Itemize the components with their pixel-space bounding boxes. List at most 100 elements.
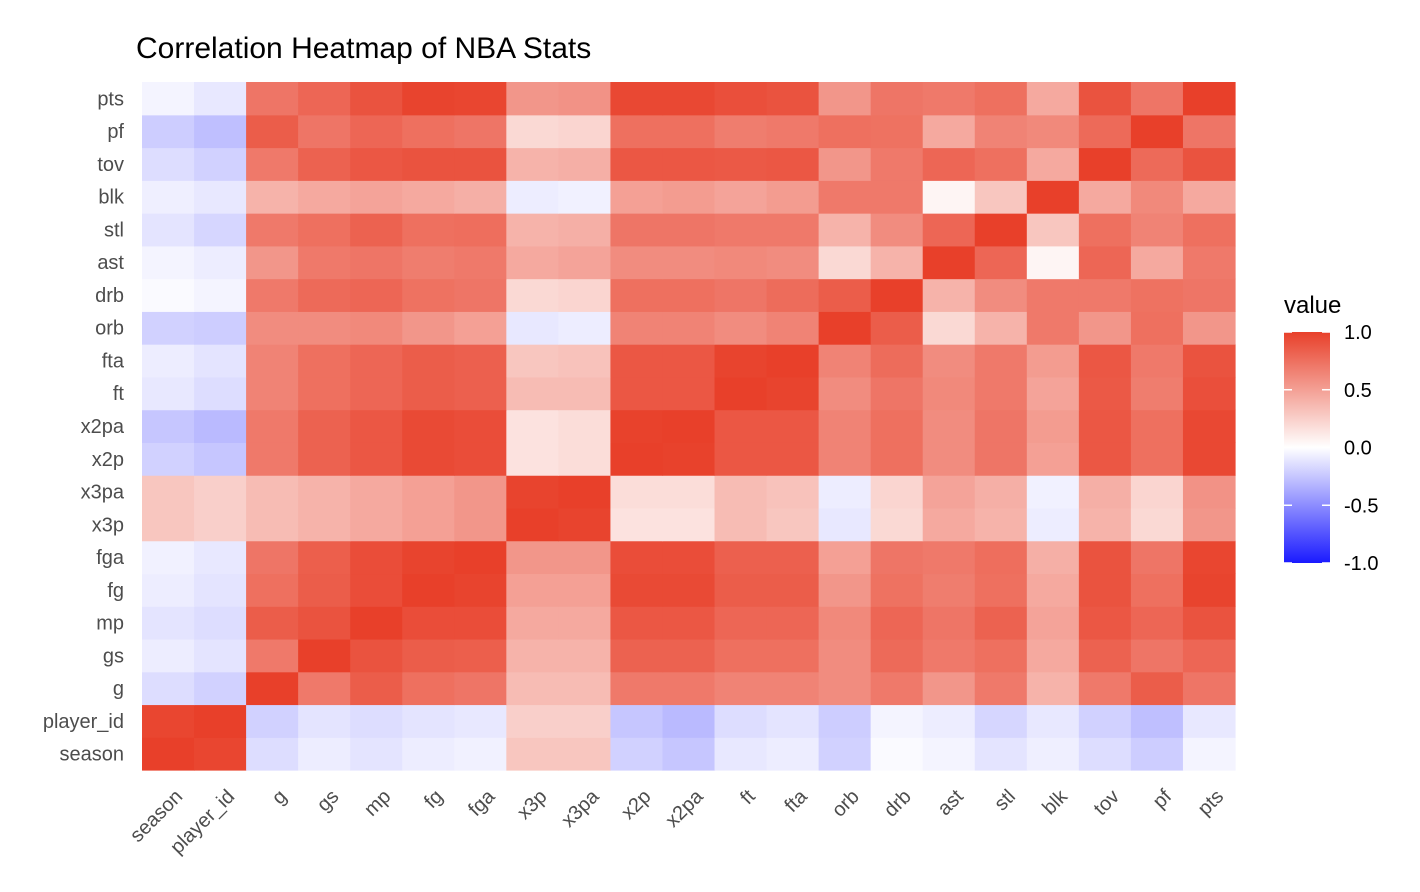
heatmap-cell-pf-x2pa	[662, 114, 716, 149]
heatmap-cell-fga-g	[246, 540, 299, 575]
heatmap-cell-x2pa-x3p	[506, 409, 559, 443]
heatmap-cell-x2pa-fga	[454, 409, 507, 443]
heatmap-cell-drb-fta	[766, 278, 820, 312]
heatmap-cell-blk-tov	[1078, 180, 1132, 214]
y-tick-label-player_id: player_id	[43, 711, 124, 733]
heatmap-cell-stl-player_id	[194, 213, 247, 247]
heatmap-cell-pts-x2p	[610, 82, 664, 116]
heatmap-cell-player_id-stl	[974, 704, 1028, 738]
heatmap-cell-x3pa-x3p	[506, 475, 559, 509]
heatmap-cell-x2p-tov	[1078, 442, 1132, 476]
heatmap-cell-mp-pts	[1182, 606, 1236, 640]
heatmap-cell-ft-tov	[1078, 376, 1132, 411]
legend-tick-label: 0.0	[1344, 438, 1372, 460]
heatmap-cell-pts-ast	[922, 82, 976, 116]
heatmap-cell-stl-x3p	[506, 213, 559, 247]
y-tick-label-x3p: x3p	[92, 514, 124, 536]
heatmap-cell-fg-gs	[298, 573, 351, 607]
heatmap-cell-fta-blk	[1026, 344, 1080, 378]
heatmap-cell-g-x2pa	[662, 671, 716, 706]
heatmap-cell-fga-orb	[818, 540, 872, 575]
heatmap-cell-fg-fga	[454, 573, 507, 607]
x-tick-label-x2p: x2p	[617, 786, 655, 824]
heatmap-cell-blk-season	[142, 180, 195, 214]
y-tick-label-fta: fta	[102, 350, 125, 372]
heatmap-cell-fg-tov	[1078, 573, 1132, 607]
heatmap-cell-pts-g	[246, 82, 299, 116]
heatmap-cell-ast-player_id	[194, 245, 247, 280]
heatmap-cell-fta-gs	[298, 344, 351, 378]
x-tick-label-fg: fg	[420, 786, 447, 813]
heatmap-cell-blk-x2p	[610, 180, 664, 214]
heatmap-cell-mp-tov	[1078, 606, 1132, 640]
heatmap-cell-mp-g	[246, 606, 299, 640]
chart-title: Correlation Heatmap of NBA Stats	[136, 32, 591, 65]
heatmap-cell-fta-tov	[1078, 344, 1132, 378]
heatmap-cell-pts-pf	[1130, 82, 1184, 116]
heatmap-cell-player_id-g	[246, 704, 299, 738]
heatmap-cell-ft-orb	[818, 376, 872, 411]
heatmap-cell-stl-x2pa	[662, 213, 716, 247]
heatmap-cell-orb-ast	[922, 311, 976, 345]
heatmap-cell-gs-fga	[454, 638, 507, 673]
heatmap-cell-fg-season	[142, 573, 195, 607]
heatmap-cell-player_id-season	[142, 704, 195, 738]
heatmap-cell-ft-pts	[1182, 376, 1236, 411]
heatmap-cell-fga-ft	[714, 540, 768, 575]
heatmap-cell-pf-fg	[402, 114, 455, 149]
heatmap-cell-fga-pts	[1182, 540, 1236, 575]
heatmap-cell-ft-ft	[714, 376, 768, 411]
heatmap-cell-ast-pf	[1130, 245, 1184, 280]
heatmap-cell-x3p-orb	[818, 507, 872, 542]
heatmap-cell-orb-season	[142, 311, 195, 345]
color-legend: value 1.0 0.5 0.0 -0.5 -1.0	[1284, 292, 1378, 575]
heatmap-cell-drb-drb	[870, 278, 924, 312]
heatmap-cell-x2p-player_id	[194, 442, 247, 476]
heatmap-cell-fga-mp	[350, 540, 403, 575]
heatmap-cell-x2p-x3pa	[558, 442, 612, 476]
heatmap-cell-tov-mp	[350, 147, 403, 181]
heatmap-cell-season-fta	[766, 737, 820, 771]
heatmap-cell-pf-player_id	[194, 114, 247, 149]
heatmap-cell-fga-player_id	[194, 540, 247, 575]
legend-tick-label: -1.0	[1344, 553, 1378, 575]
heatmap-cell-drb-blk	[1026, 278, 1080, 312]
heatmap-cell-stl-pts	[1182, 213, 1236, 247]
heatmap-cell-fg-x3pa	[558, 573, 612, 607]
heatmap-cell-fta-pf	[1130, 344, 1184, 378]
heatmap-cell-blk-drb	[870, 180, 924, 214]
heatmap-cell-player_id-fg	[402, 704, 455, 738]
y-tick-label-stl: stl	[104, 219, 124, 241]
heatmap-cell-tov-fg	[402, 147, 455, 181]
heatmap-cell-tov-orb	[818, 147, 872, 181]
heatmap-cell-blk-g	[246, 180, 299, 214]
heatmap-cell-fta-x3pa	[558, 344, 612, 378]
heatmap-cell-stl-pf	[1130, 213, 1184, 247]
heatmap-cell-fta-g	[246, 344, 299, 378]
heatmap-cell-gs-drb	[870, 638, 924, 673]
heatmap-cell-season-season	[142, 737, 195, 771]
heatmap-cell-season-gs	[298, 737, 351, 771]
heatmap-cell-x3p-pf	[1130, 507, 1184, 542]
heatmap-cell-blk-ast	[922, 180, 976, 214]
heatmap-cell-mp-orb	[818, 606, 872, 640]
heatmap-cell-pf-blk	[1026, 114, 1080, 149]
heatmap-cell-x2p-stl	[974, 442, 1028, 476]
heatmap-cell-stl-x3pa	[558, 213, 612, 247]
heatmap-cell-gs-fg	[402, 638, 455, 673]
heatmap-cell-x2pa-pf	[1130, 409, 1184, 443]
heatmap-cell-stl-fta	[766, 213, 820, 247]
heatmap-cell-player_id-fga	[454, 704, 507, 738]
heatmap-cell-tov-pts	[1182, 147, 1236, 181]
heatmap-cell-orb-x3p	[506, 311, 559, 345]
heatmap-cell-season-pts	[1182, 737, 1236, 771]
heatmap-cell-player_id-ft	[714, 704, 768, 738]
heatmap-cell-ast-stl	[974, 245, 1028, 280]
heatmap-cell-blk-fga	[454, 180, 507, 214]
heatmap-cell-fga-fta	[766, 540, 820, 575]
heatmap-cell-mp-drb	[870, 606, 924, 640]
heatmap-cell-season-drb	[870, 737, 924, 771]
legend-tick-label: 0.5	[1344, 380, 1372, 402]
heatmap-cell-pts-x3p	[506, 82, 559, 116]
